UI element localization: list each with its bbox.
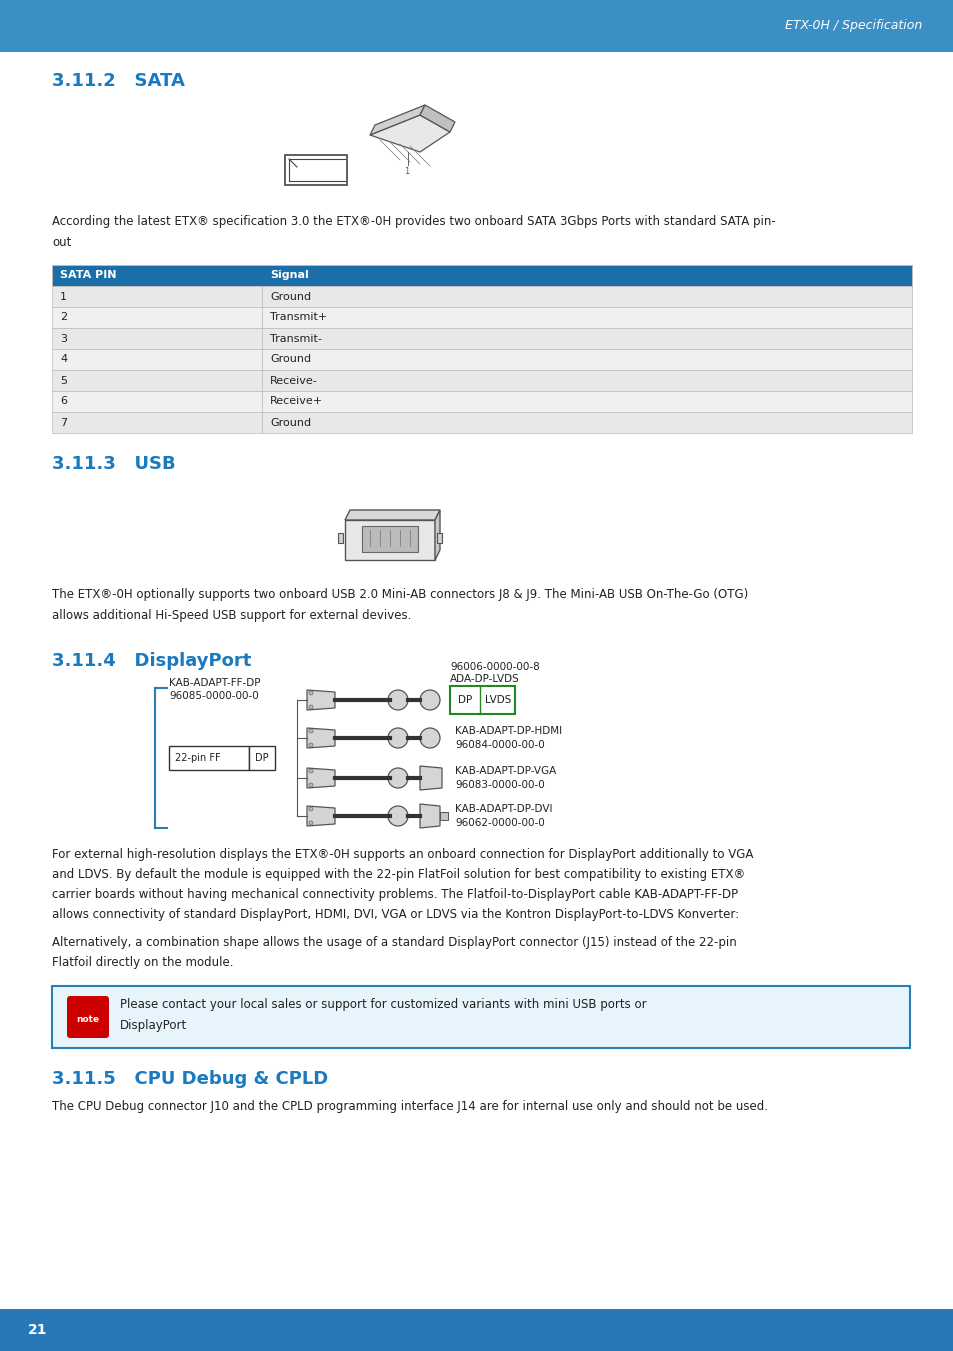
Polygon shape (345, 509, 439, 520)
Bar (361, 526, 417, 553)
Bar (249, 746, 274, 770)
Bar (439, 812, 448, 820)
FancyBboxPatch shape (67, 996, 109, 1038)
Text: According the latest ETX® specification 3.0 the ETX®-0H provides two onboard SAT: According the latest ETX® specification … (52, 215, 775, 249)
Bar (450, 686, 515, 713)
Text: Signal: Signal (270, 270, 309, 281)
Circle shape (419, 690, 439, 711)
Text: 21: 21 (28, 1323, 48, 1337)
Polygon shape (419, 105, 455, 132)
Bar (0, 1309, 953, 1351)
Bar (0, 0, 953, 51)
Text: Transmit+: Transmit+ (270, 312, 327, 323)
Text: 3.11.4   DisplayPort: 3.11.4 DisplayPort (52, 653, 251, 670)
Bar (337, 534, 343, 543)
Text: 3.11.5   CPU Debug & CPLD: 3.11.5 CPU Debug & CPLD (52, 1070, 328, 1088)
Text: Please contact your local sales or support for customized variants with mini USB: Please contact your local sales or suppo… (120, 998, 646, 1032)
Bar (52, 307, 262, 328)
Text: KAB-ADAPT-DP-VGA: KAB-ADAPT-DP-VGA (455, 766, 556, 775)
Text: 96062-0000-00-0: 96062-0000-00-0 (455, 817, 544, 828)
Bar (262, 307, 911, 328)
Bar (52, 349, 262, 370)
Polygon shape (370, 115, 450, 153)
Text: 96083-0000-00-0: 96083-0000-00-0 (455, 780, 544, 790)
Text: ETX-0H / Specification: ETX-0H / Specification (784, 19, 921, 32)
Bar (262, 286, 911, 307)
Circle shape (309, 705, 313, 709)
Text: 4: 4 (60, 354, 67, 365)
Text: Ground: Ground (270, 292, 311, 301)
Bar (169, 746, 249, 770)
Text: Receive-: Receive- (270, 376, 317, 385)
Bar (262, 370, 911, 390)
Polygon shape (419, 804, 439, 828)
Bar (285, 155, 347, 185)
Text: 96084-0000-00-0: 96084-0000-00-0 (455, 740, 544, 750)
Polygon shape (307, 807, 335, 825)
Text: 22-pin FF: 22-pin FF (174, 753, 220, 763)
Bar (262, 349, 911, 370)
Polygon shape (307, 690, 335, 711)
Text: DP: DP (457, 694, 472, 705)
Polygon shape (435, 509, 439, 561)
Text: The ETX®-0H optionally supports two onboard USB 2.0 Mini-AB connectors J8 & J9. : The ETX®-0H optionally supports two onbo… (52, 588, 747, 621)
Bar (52, 265, 911, 286)
Text: Receive+: Receive+ (270, 396, 323, 407)
Text: DP: DP (254, 753, 269, 763)
Bar (436, 534, 441, 543)
Circle shape (309, 730, 313, 734)
Polygon shape (419, 766, 441, 790)
Bar (52, 986, 909, 1048)
Text: 1: 1 (60, 292, 67, 301)
Text: LVDS: LVDS (484, 694, 511, 705)
Text: KAB-ADAPT-DP-HDMI: KAB-ADAPT-DP-HDMI (455, 725, 561, 736)
Text: Ground: Ground (270, 354, 311, 365)
Text: KAB-ADAPT-FF-DP: KAB-ADAPT-FF-DP (169, 678, 260, 688)
Circle shape (388, 767, 408, 788)
Polygon shape (307, 767, 335, 788)
Polygon shape (307, 728, 335, 748)
Text: For external high-resolution displays the ETX®-0H supports an onboard connection: For external high-resolution displays th… (52, 848, 753, 921)
Circle shape (309, 784, 313, 788)
Text: 6: 6 (60, 396, 67, 407)
Text: 3.11.2   SATA: 3.11.2 SATA (52, 72, 185, 91)
Bar (52, 390, 262, 412)
Bar (52, 370, 262, 390)
Polygon shape (345, 520, 435, 561)
Text: 96006-0000-00-8: 96006-0000-00-8 (450, 662, 539, 671)
Text: 3.11.3   USB: 3.11.3 USB (52, 455, 175, 473)
Bar (52, 286, 262, 307)
Text: ADA-DP-LVDS: ADA-DP-LVDS (450, 674, 519, 684)
Text: 2: 2 (60, 312, 67, 323)
Text: 1: 1 (404, 168, 409, 176)
Circle shape (388, 690, 408, 711)
Bar (52, 328, 262, 349)
Bar (52, 412, 262, 434)
Text: 3: 3 (60, 334, 67, 343)
Bar (262, 390, 911, 412)
Circle shape (388, 807, 408, 825)
Text: 5: 5 (60, 376, 67, 385)
Bar (262, 328, 911, 349)
Text: 96085-0000-00-0: 96085-0000-00-0 (169, 690, 258, 701)
Circle shape (309, 821, 313, 825)
Text: note: note (76, 1016, 99, 1024)
Text: Transmit-: Transmit- (270, 334, 321, 343)
Circle shape (309, 807, 313, 811)
Circle shape (309, 769, 313, 773)
Text: SATA PIN: SATA PIN (60, 270, 116, 281)
Text: Alternatively, a combination shape allows the usage of a standard DisplayPort co: Alternatively, a combination shape allow… (52, 936, 736, 969)
Circle shape (309, 690, 313, 694)
Text: Ground: Ground (270, 417, 311, 427)
Text: KAB-ADAPT-DP-DVI: KAB-ADAPT-DP-DVI (455, 804, 552, 815)
Polygon shape (370, 105, 424, 135)
Circle shape (419, 728, 439, 748)
Circle shape (309, 743, 313, 747)
Circle shape (388, 728, 408, 748)
Text: 7: 7 (60, 417, 67, 427)
Bar (262, 412, 911, 434)
Text: The CPU Debug connector J10 and the CPLD programming interface J14 are for inter: The CPU Debug connector J10 and the CPLD… (52, 1100, 767, 1113)
